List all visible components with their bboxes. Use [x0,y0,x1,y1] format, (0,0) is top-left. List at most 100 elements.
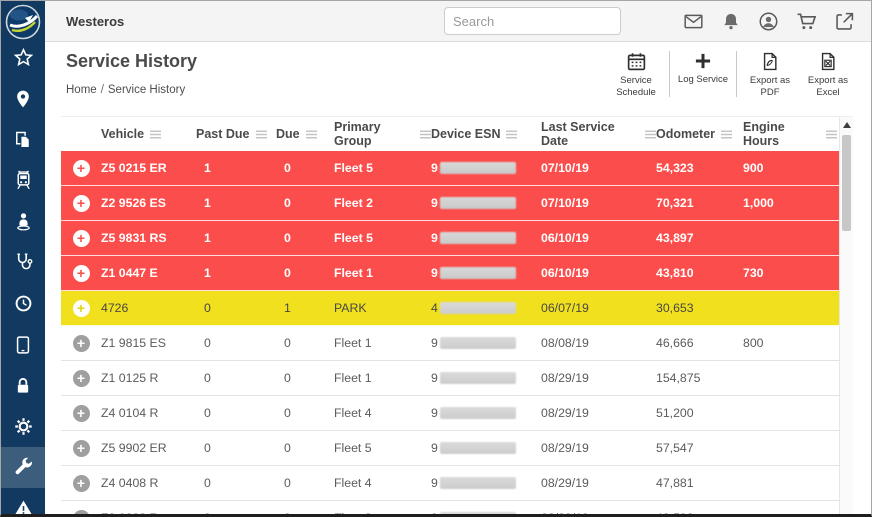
column-menu-icon[interactable] [150,129,162,139]
topbar-icon-group [683,11,855,32]
redacted-esn [439,232,516,244]
lock-icon [17,377,29,393]
redacted-esn [439,372,516,384]
log-service-button[interactable]: Log Service [674,49,732,99]
expand-row-button[interactable]: + [72,509,90,514]
due-cell: 0 [284,231,291,245]
search-box [444,7,629,35]
expand-row-button[interactable]: + [72,334,90,352]
envelope-icon[interactable] [683,11,704,32]
excel-file-icon [821,52,835,71]
last-service-date-cell: 07/10/19 [541,161,589,175]
sidebar-item-service[interactable] [1,447,45,488]
table-row[interactable]: + Z4 0408 R 0 0 Fleet 4 9 08/29/19 47,88… [61,466,853,501]
table-header-row: Vehicle Past Due Due Primary Group Devic… [61,117,853,151]
expand-row-button[interactable]: + [72,264,90,282]
sidebar-item-reports[interactable] [1,119,45,160]
past-due-cell: 0 [204,406,211,420]
sidebar-item-favorites[interactable] [1,37,45,78]
copy-icon [16,131,30,148]
scrollbar-thumb[interactable] [842,135,851,231]
table-scrollbar[interactable] [839,117,853,514]
expand-row-button[interactable]: + [72,404,90,422]
device-esn-cell: 9 [431,231,541,245]
column-header-past-due[interactable]: Past Due [196,127,276,141]
table-row[interactable]: + 4726 0 1 PARK 4 06/07/19 30,653 [61,291,853,326]
expand-row-button[interactable]: + [72,474,90,492]
sidebar-item-alerts[interactable] [1,488,45,514]
column-header-vehicle[interactable]: Vehicle [101,127,196,141]
table-row[interactable]: + Z5 0215 ER 1 0 Fleet 5 9 07/10/19 54,3… [61,151,853,186]
scrollbar-up-arrow-icon[interactable] [843,122,851,128]
table-row[interactable]: + Z3 0283 R 0 0 Fleet 3 9 08/29/19 43,59… [61,501,853,514]
column-menu-icon[interactable] [721,129,733,139]
table-row[interactable]: + Z1 9815 ES 0 0 Fleet 1 9 08/08/19 46,6… [61,326,853,361]
expand-row-button[interactable]: + [72,299,90,317]
table-row[interactable]: + Z1 0447 E 1 0 Fleet 1 9 06/10/19 43,81… [61,256,853,291]
service-history-table: Vehicle Past Due Due Primary Group Devic… [61,116,853,514]
column-menu-icon[interactable] [420,129,431,139]
column-header-device-esn[interactable]: Device ESN [431,127,541,141]
sidebar-item-security[interactable] [1,365,45,406]
column-menu-icon[interactable] [506,129,518,139]
expand-row-button[interactable]: + [72,229,90,247]
primary-group-cell: Fleet 5 [334,441,372,455]
table-row[interactable]: + Z2 9526 ES 1 0 Fleet 2 9 07/10/19 70,3… [61,186,853,221]
external-link-icon[interactable] [834,11,855,32]
export-pdf-button[interactable]: Export as PDF [741,49,799,99]
vehicle-cell: Z2 9526 ES [101,196,166,210]
column-header-engine-hours[interactable]: Engine Hours [743,120,837,148]
gear-icon [14,418,32,435]
app-logo[interactable] [5,4,41,40]
past-due-cell: 1 [204,231,211,245]
service-schedule-button[interactable]: Service Schedule [607,49,665,99]
redacted-esn [439,302,516,314]
account-icon[interactable] [758,11,779,32]
odometer-cell: 30,653 [656,301,694,315]
column-header-odometer[interactable]: Odometer [656,127,743,141]
expand-row-button[interactable]: + [72,369,90,387]
expand-row-button[interactable]: + [72,194,90,212]
search-input[interactable] [453,13,629,29]
column-header-primary-group[interactable]: Primary Group [334,120,431,148]
sidebar-item-history[interactable] [1,283,45,324]
due-cell: 0 [276,511,334,514]
sidebar-item-devices[interactable] [1,324,45,365]
column-menu-icon[interactable] [826,129,837,139]
column-menu-icon[interactable] [255,129,267,139]
table-row[interactable]: + Z5 9831 RS 1 0 Fleet 5 9 06/10/19 43,8… [61,221,853,256]
redacted-esn [439,197,516,209]
warning-icon [14,500,32,514]
device-esn-cell: 4 [431,301,541,315]
expand-row-button[interactable]: + [72,159,90,177]
device-esn-digit: 9 [431,371,438,385]
table-row[interactable]: + Z5 9902 ER 0 0 Fleet 5 9 08/29/19 57,5… [61,431,853,466]
calendar-icon [627,53,645,71]
bell-icon[interactable] [721,11,741,32]
device-esn-digit: 9 [431,441,438,455]
column-header-due[interactable]: Due [276,127,334,141]
divider [669,51,670,97]
cart-icon[interactable] [796,11,817,32]
expand-row-button[interactable]: + [72,439,90,457]
sidebar-item-map[interactable] [1,78,45,119]
table-row[interactable]: + Z1 0125 R 0 0 Fleet 1 9 08/29/19 154,8… [61,361,853,396]
primary-group-cell: Fleet 4 [334,406,372,420]
export-excel-button[interactable]: Export as Excel [799,49,857,99]
clock-icon [15,295,31,312]
breadcrumb-home[interactable]: Home [66,84,97,96]
column-header-last-service-date[interactable]: Last Service Date [541,120,656,148]
sidebar-item-diagnostics[interactable] [1,242,45,283]
sidebar-item-settings[interactable] [1,406,45,447]
last-service-date-cell: 07/10/19 [541,196,589,210]
column-menu-icon[interactable] [305,129,317,139]
stethoscope-icon [16,253,32,270]
odometer-cell: 51,200 [656,406,694,420]
redacted-esn [439,407,516,419]
sidebar-item-drivers[interactable] [1,201,45,242]
table-row[interactable]: + Z4 0104 R 0 0 Fleet 4 9 08/29/19 51,20… [61,396,853,431]
column-menu-icon[interactable] [645,129,656,139]
sidebar-item-vehicles[interactable] [1,160,45,201]
past-due-cell: 0 [204,371,211,385]
divider [736,51,737,97]
